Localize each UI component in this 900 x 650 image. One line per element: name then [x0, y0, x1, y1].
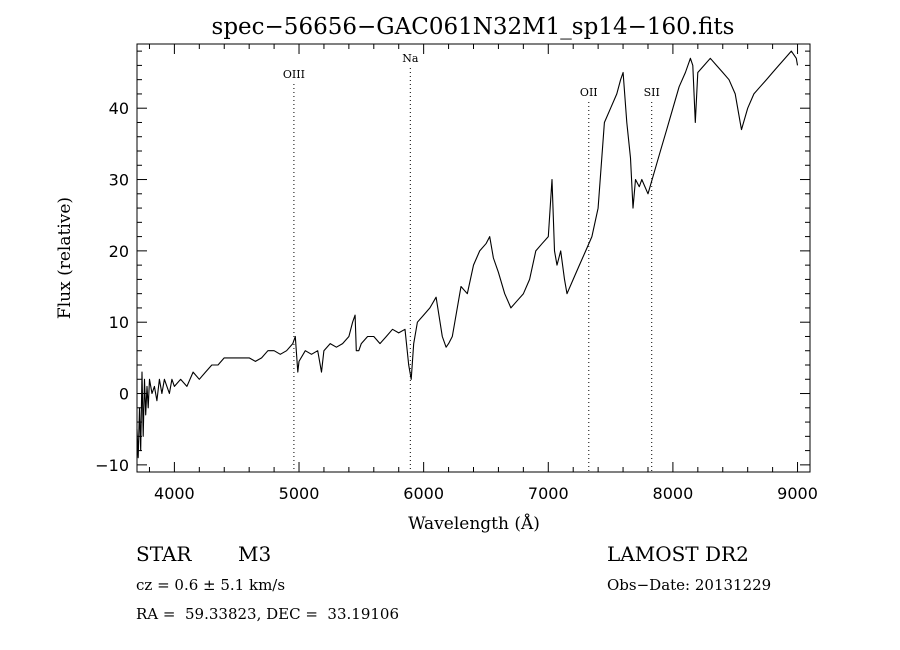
y-tick-label: 0 — [119, 385, 129, 404]
plot-area: 4000 5000 6000 7000 8000 9000 −10 0 10 20 30 40 OIII… — [95, 44, 818, 503]
y-tick-label: 40 — [109, 99, 129, 118]
coordinates-text: RA = 59.33823, DEC = 33.19106 — [136, 605, 400, 623]
x-tick-label: 5000 — [279, 484, 320, 503]
x-tick-label: 8000 — [653, 484, 694, 503]
x-tick-label: 9000 — [777, 484, 818, 503]
x-tick-label: 7000 — [528, 484, 569, 503]
x-axis-label: Wavelength (Å) — [408, 513, 540, 534]
redshift-text: cz = 0.6 ± 5.1 km/s — [136, 576, 286, 594]
survey-text: LAMOST DR2 — [607, 542, 749, 566]
y-tick-label: 20 — [109, 242, 129, 261]
y-tick-label: 30 — [109, 171, 129, 190]
obs-date-text: Obs−Date: 20131229 — [607, 576, 772, 594]
y-tick-label: 10 — [109, 313, 129, 332]
line-marker-label: OIII — [283, 68, 305, 81]
y-axis-label: Flux (relative) — [55, 197, 75, 319]
line-marker-label: Na — [402, 52, 419, 65]
x-tick-label: 6000 — [403, 484, 444, 503]
object-class-text: STAR — [136, 542, 192, 566]
plot-frame — [136, 43, 811, 473]
chart-title: spec−56656−GAC061N32M1_sp14−160.fits — [212, 14, 735, 40]
line-marker-label: OII — [580, 86, 598, 99]
y-tick-label: −10 — [95, 456, 129, 475]
subclass-text: M3 — [238, 542, 272, 566]
spectrum-line — [136, 50, 799, 459]
line-marker-label: SII — [644, 86, 660, 99]
x-tick-label: 4000 — [154, 484, 195, 503]
